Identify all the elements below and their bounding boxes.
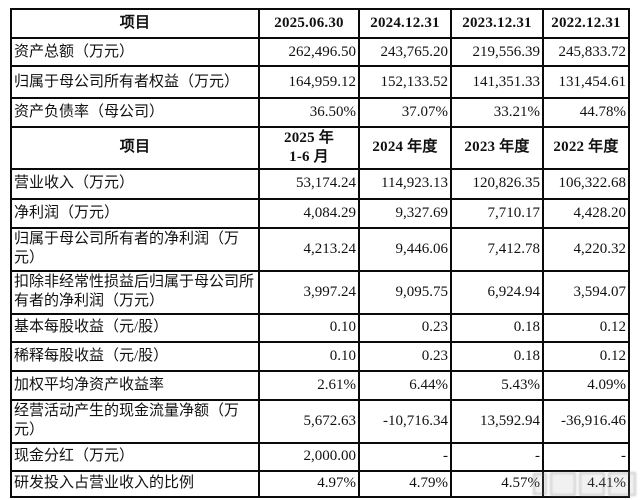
header-date: 2023.12.31: [450, 8, 544, 39]
cell-value: 114,923.13: [358, 167, 452, 200]
section1-header-row: 项目 2025.06.30 2024.12.31 2023.12.31 2022…: [10, 8, 630, 39]
cell-value: 0.12: [542, 312, 630, 343]
cell-value: 4.09%: [542, 369, 630, 401]
cell-value: 7,710.17: [450, 197, 544, 229]
cell-value: 3,594.07: [542, 269, 630, 315]
cell-value: 0.18: [450, 312, 544, 343]
financial-summary-table: 项目 2025.06.30 2024.12.31 2023.12.31 2022…: [10, 8, 630, 498]
table-row: 稀释每股收益（元/股） 0.10 0.23 0.18 0.12: [10, 340, 630, 372]
cell-value: 6,924.94: [450, 269, 544, 315]
cell-value: 9,327.69: [358, 197, 452, 229]
cell-value: 4,220.32: [542, 226, 630, 272]
cell-value: 7,412.78: [450, 226, 544, 272]
cell-value: 164,959.12: [258, 65, 360, 99]
table-row: 研发投入占营业收入的比例 4.97% 4.79% 4.57% 4.41%: [10, 469, 630, 498]
table-row: 基本每股收益（元/股） 0.10 0.23 0.18 0.12: [10, 312, 630, 343]
cell-value: 9,095.75: [358, 269, 452, 315]
cell-value: 0.12: [542, 340, 630, 372]
header-period: 2024 年度: [358, 126, 452, 170]
cell-value: 36.50%: [258, 97, 360, 128]
cell-value: 152,133.52: [358, 65, 452, 99]
cell-value: 3,997.24: [258, 269, 360, 315]
header-period: 2022 年度: [542, 126, 630, 170]
cell-value: 219,556.39: [450, 37, 544, 67]
cell-value: 0.18: [450, 340, 544, 372]
table-row: 归属于母公司所有者权益（万元） 164,959.12 152,133.52 14…: [10, 65, 630, 99]
table-row: 扣除非经常性损益后归属于母公司所有者的净利润（万元） 3,997.24 9,09…: [10, 269, 630, 315]
table-row: 经营活动产生的现金流量净额（万元） 5,672.63 -10,716.34 13…: [10, 398, 630, 444]
header-period: 2025 年 1-6 月: [258, 126, 360, 170]
cell-value: 4.57%: [450, 469, 544, 498]
cell-value: -: [542, 441, 630, 472]
cell-value: 131,454.61: [542, 65, 630, 99]
cell-value: 6.44%: [358, 369, 452, 401]
cell-value: 0.23: [358, 340, 452, 372]
table-row: 资产总额（万元） 262,496.50 243,765.20 219,556.3…: [10, 37, 630, 67]
row-label: 归属于母公司所有者的净利润（万元）: [10, 226, 260, 272]
cell-value: 0.10: [258, 312, 360, 343]
cell-value: 141,351.33: [450, 65, 544, 99]
row-label: 营业收入（万元）: [10, 167, 260, 200]
cell-value: -: [358, 441, 452, 472]
cell-value: 4,213.24: [258, 226, 360, 272]
cell-value: 2.61%: [258, 369, 360, 401]
row-label: 归属于母公司所有者权益（万元）: [10, 65, 260, 99]
cell-value: 4.41%: [542, 469, 630, 498]
cell-value: 37.07%: [358, 97, 452, 128]
cell-value: 243,765.20: [358, 37, 452, 67]
row-label: 经营活动产生的现金流量净额（万元）: [10, 398, 260, 444]
table-row: 现金分红（万元） 2,000.00 - - -: [10, 441, 630, 472]
cell-value: 5.43%: [450, 369, 544, 401]
table-row: 加权平均净资产收益率 2.61% 6.44% 5.43% 4.09%: [10, 369, 630, 401]
cell-value: 5,672.63: [258, 398, 360, 444]
cell-value: 33.21%: [450, 97, 544, 128]
row-label: 资产总额（万元）: [10, 37, 260, 67]
cell-value: 245,833.72: [542, 37, 630, 67]
row-label: 现金分红（万元）: [10, 441, 260, 472]
header-date: 2024.12.31: [358, 8, 452, 39]
cell-value: 9,446.06: [358, 226, 452, 272]
row-label: 净利润（万元）: [10, 197, 260, 229]
cell-value: 4.79%: [358, 469, 452, 498]
cell-value: 4.97%: [258, 469, 360, 498]
section2-header-row: 项目 2025 年 1-6 月 2024 年度 2023 年度 2022 年度: [10, 126, 630, 170]
cell-value: -: [450, 441, 544, 472]
cell-value: 44.78%: [542, 97, 630, 128]
table-row: 营业收入（万元） 53,174.24 114,923.13 120,826.35…: [10, 167, 630, 200]
cell-value: -36,916.46: [542, 398, 630, 444]
row-label: 研发投入占营业收入的比例: [10, 469, 260, 498]
cell-value: 4,084.29: [258, 197, 360, 229]
header-period: 2023 年度: [450, 126, 544, 170]
header-item-label: 项目: [10, 8, 260, 39]
row-label: 加权平均净资产收益率: [10, 369, 260, 401]
cell-value: 120,826.35: [450, 167, 544, 200]
row-label: 扣除非经常性损益后归属于母公司所有者的净利润（万元）: [10, 269, 260, 315]
cell-value: 0.23: [358, 312, 452, 343]
cell-value: 13,592.94: [450, 398, 544, 444]
table-row: 净利润（万元） 4,084.29 9,327.69 7,710.17 4,428…: [10, 197, 630, 229]
header-item-label: 项目: [10, 126, 260, 170]
row-label: 稀释每股收益（元/股）: [10, 340, 260, 372]
header-date: 2022.12.31: [542, 8, 630, 39]
cell-value: 106,322.68: [542, 167, 630, 200]
cell-value: 2,000.00: [258, 441, 360, 472]
header-date: 2025.06.30: [258, 8, 360, 39]
row-label: 资产负债率（母公司）: [10, 97, 260, 128]
cell-value: 262,496.50: [258, 37, 360, 67]
row-label: 基本每股收益（元/股）: [10, 312, 260, 343]
table-row: 归属于母公司所有者的净利润（万元） 4,213.24 9,446.06 7,41…: [10, 226, 630, 272]
cell-value: 0.10: [258, 340, 360, 372]
cell-value: -10,716.34: [358, 398, 452, 444]
cell-value: 53,174.24: [258, 167, 360, 200]
table-row: 资产负债率（母公司） 36.50% 37.07% 33.21% 44.78%: [10, 97, 630, 128]
cell-value: 4,428.20: [542, 197, 630, 229]
